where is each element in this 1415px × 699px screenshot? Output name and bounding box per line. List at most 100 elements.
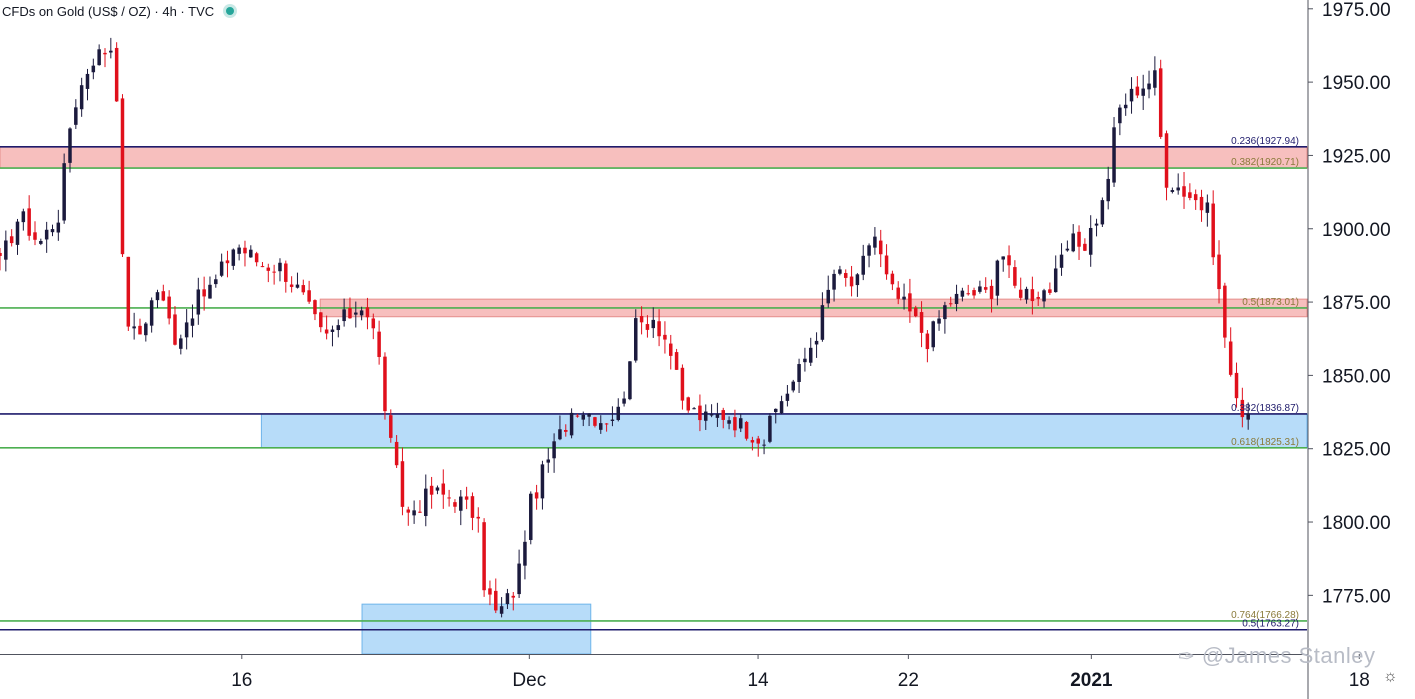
candle: [1013, 260, 1017, 289]
candle-body: [114, 47, 119, 102]
candle-body: [301, 285, 306, 293]
candle-body: [406, 509, 411, 513]
candle: [1088, 215, 1093, 267]
candle-body: [453, 502, 457, 507]
candle: [377, 320, 381, 365]
candle-body: [581, 414, 586, 420]
candle: [727, 416, 731, 430]
candle-body: [126, 256, 131, 327]
time-tick-label: Dec: [512, 670, 546, 691]
candle-body: [173, 314, 177, 345]
candle: [184, 309, 189, 350]
candle: [114, 42, 119, 102]
candle: [733, 409, 737, 438]
candle: [1071, 224, 1075, 253]
candle: [1123, 93, 1128, 116]
candle-body: [447, 497, 451, 499]
candle: [348, 297, 352, 319]
candle-body: [639, 315, 644, 323]
candle-body: [709, 414, 714, 416]
candle-body: [908, 293, 912, 312]
candle: [978, 280, 982, 294]
fib-label-0: 0.236(1927.94): [1231, 136, 1299, 147]
candle-body: [499, 606, 504, 614]
candle-body: [342, 309, 346, 322]
candle: [27, 195, 31, 241]
zone-red-0: [0, 146, 1308, 169]
candle-body: [651, 319, 656, 329]
price-tick-label: 1800.00: [1322, 513, 1391, 534]
candle-body: [231, 249, 236, 266]
settings-gear-icon[interactable]: ☼: [1383, 668, 1398, 685]
author-watermark: ✑ @James Stanley: [1178, 643, 1376, 669]
candle: [79, 77, 84, 117]
candle-body: [144, 323, 148, 336]
candle: [803, 347, 807, 372]
candle: [1083, 238, 1087, 252]
candle: [313, 299, 317, 321]
candle: [97, 44, 101, 66]
candle: [342, 298, 346, 327]
candle: [610, 406, 615, 427]
candle-body: [208, 284, 212, 299]
candle-body: [529, 493, 533, 540]
candle-body: [721, 410, 725, 420]
candle: [913, 305, 918, 318]
candle-body: [1246, 413, 1250, 420]
candle-body: [931, 321, 935, 348]
candle: [237, 244, 241, 261]
candle: [762, 439, 766, 455]
candle-body: [890, 273, 895, 285]
candle-body: [383, 356, 387, 412]
candle-body: [1141, 88, 1145, 96]
candle-body: [429, 485, 434, 495]
candle-body: [1176, 187, 1180, 191]
candle: [867, 243, 871, 268]
candle: [488, 580, 492, 606]
candle-body: [791, 381, 795, 391]
candle: [109, 37, 113, 59]
candle: [196, 277, 201, 325]
candle: [266, 263, 271, 283]
candle: [779, 395, 784, 415]
candle: [400, 447, 405, 516]
candle-body: [1199, 196, 1204, 211]
candle-body: [1048, 289, 1052, 293]
candle: [698, 394, 702, 432]
candle-body: [505, 593, 510, 605]
candle-body: [978, 286, 982, 292]
candle-body: [21, 211, 26, 223]
watermark-handle: @James Stanley: [1201, 643, 1376, 668]
candle: [651, 307, 656, 338]
candle-body: [394, 441, 399, 466]
candle: [56, 209, 61, 241]
candle: [686, 396, 691, 413]
time-tick-label: 2021: [1070, 670, 1113, 691]
candle-body: [733, 417, 737, 431]
candle-body: [575, 415, 580, 417]
candle: [873, 227, 877, 255]
chart-header: CFDs on Gold (US$ / OZ) · 4h · TVC: [2, 4, 234, 19]
candle-body: [558, 429, 562, 440]
candle: [861, 244, 865, 281]
candle-body: [517, 563, 521, 595]
candle-body: [1147, 83, 1151, 90]
candle: [814, 332, 819, 358]
candle-body: [867, 245, 871, 256]
candle-body: [91, 65, 96, 73]
candle-body: [377, 331, 381, 357]
price-tick-label: 1875.00: [1322, 293, 1391, 314]
candle: [937, 310, 941, 331]
candle-body: [464, 496, 469, 500]
candle: [505, 588, 510, 609]
candle: [295, 272, 300, 289]
candle-body: [418, 511, 422, 513]
candle: [575, 413, 580, 418]
candle-body: [424, 488, 428, 517]
candle-body: [989, 285, 994, 299]
candle-body: [149, 300, 154, 326]
candle: [919, 301, 924, 348]
candle: [931, 320, 935, 352]
candle-body: [79, 85, 84, 110]
candle: [1193, 189, 1198, 210]
